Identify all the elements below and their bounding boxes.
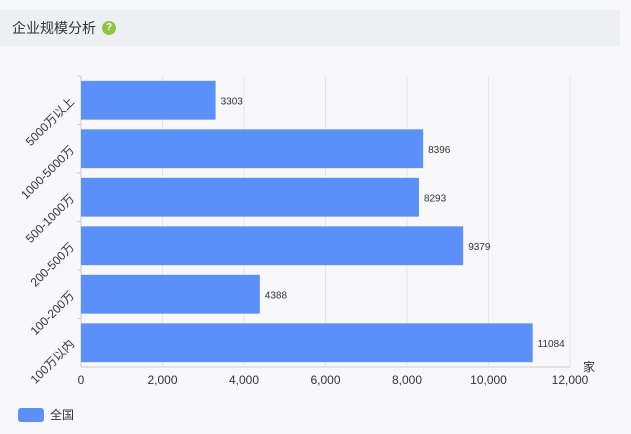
bar-value-label: 11084 [538, 339, 566, 350]
bar-value-label: 3303 [221, 96, 244, 107]
legend-swatch [18, 407, 44, 422]
x-tick-label: 10,000 [470, 373, 507, 387]
bar[interactable] [81, 274, 260, 314]
bar-value-label: 8396 [428, 145, 451, 156]
y-category-label: 200-500万 [28, 240, 78, 290]
x-tick-label: 4,000 [229, 373, 259, 387]
question-circle-icon[interactable]: ? [102, 21, 116, 35]
bar[interactable] [81, 323, 533, 363]
bar-value-label: 4388 [265, 290, 288, 301]
bar[interactable] [81, 177, 419, 217]
panel-title: 企业规模分析 [12, 20, 96, 36]
x-tick-label: 6,000 [310, 373, 340, 387]
x-tick-label: 8,000 [392, 373, 422, 387]
bar-value-label: 9379 [468, 242, 491, 253]
bar[interactable] [81, 129, 424, 169]
y-category-label: 100-200万 [28, 288, 78, 338]
bar[interactable] [81, 80, 216, 120]
panel-header: 企业规模分析 ? [0, 10, 620, 46]
y-category-label: 5000万以上 [23, 94, 77, 148]
bar[interactable] [81, 226, 464, 266]
legend-label: 全国 [50, 408, 75, 422]
x-axis-unit: 家 [583, 359, 595, 374]
x-tick-label: 2,000 [147, 373, 177, 387]
y-category-label: 100万以内 [28, 337, 78, 387]
x-tick-label: 12,000 [552, 373, 589, 387]
legend[interactable]: 全国 [18, 406, 74, 423]
x-tick-label: 0 [78, 373, 85, 387]
bar-value-label: 8293 [424, 193, 447, 204]
y-category-label: 500-1000万 [23, 191, 77, 245]
